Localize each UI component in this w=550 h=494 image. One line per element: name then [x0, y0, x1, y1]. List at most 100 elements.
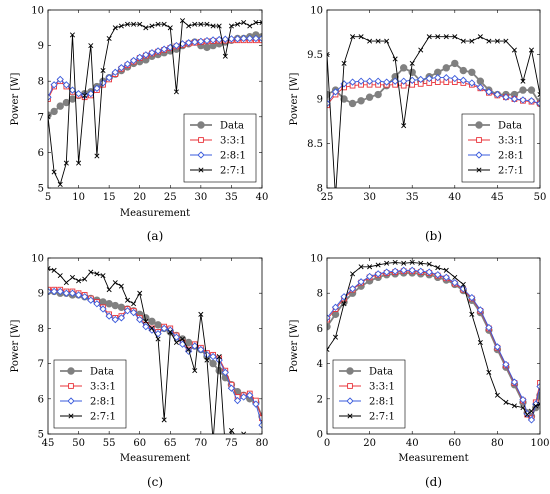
- data-point: [148, 326, 156, 334]
- data-point: [357, 77, 365, 85]
- legend-label: 2:7:1: [498, 166, 524, 177]
- data-point: [48, 266, 51, 272]
- x-tick-label: 10: [72, 192, 85, 203]
- data-point: [111, 315, 119, 324]
- data-point: [179, 18, 186, 24]
- y-tick-label: 6: [317, 324, 323, 335]
- data-point: [51, 267, 57, 273]
- data-point: [123, 60, 132, 68]
- data-point: [111, 301, 119, 310]
- data-point: [48, 93, 52, 101]
- data-point: [401, 260, 407, 266]
- data-point: [443, 34, 449, 40]
- data-point: [184, 338, 193, 347]
- data-point: [56, 287, 64, 296]
- data-point: [425, 74, 433, 83]
- y-tick-label: 10: [310, 6, 323, 17]
- data-point: [519, 96, 527, 104]
- data-point: [331, 88, 340, 96]
- data-point: [235, 21, 241, 27]
- data-point: [341, 60, 347, 66]
- data-point: [209, 352, 217, 361]
- data-point: [57, 273, 63, 279]
- data-point: [434, 74, 442, 82]
- data-point: [469, 311, 475, 317]
- data-point: [100, 273, 106, 279]
- y-tick-label: 7: [38, 112, 44, 123]
- legend-label: 3:3:1: [369, 382, 395, 393]
- data-point: [399, 64, 408, 72]
- data-point: [374, 90, 382, 99]
- y-axis-label: Power [W]: [289, 72, 300, 125]
- y-tick-label: 10: [31, 254, 44, 265]
- y-tick-label: 10: [310, 254, 323, 265]
- plot-frame: [47, 9, 263, 189]
- series-line-data: [48, 33, 262, 116]
- legend-label: Data: [498, 121, 522, 132]
- data-point: [327, 99, 331, 108]
- data-point: [160, 324, 168, 333]
- x-tick-label: 45: [491, 192, 504, 203]
- y-tick-label: 10: [31, 6, 44, 17]
- y-tick-label: 9: [38, 289, 44, 300]
- legend-marker: [198, 137, 204, 143]
- panel-label: (a): [147, 229, 164, 243]
- data-point: [216, 354, 222, 360]
- y-tick-label: 2: [317, 394, 323, 405]
- data-point: [520, 78, 526, 84]
- data-point: [209, 359, 217, 368]
- data-point: [327, 347, 330, 353]
- data-point: [88, 43, 94, 49]
- data-point: [99, 305, 107, 313]
- data-point: [100, 68, 106, 74]
- data-point: [451, 74, 459, 83]
- x-axis-label: Measurement: [398, 453, 468, 464]
- legend: Data 3:3:1 2:8:1 2:7:1: [461, 113, 535, 183]
- data-point: [117, 64, 126, 72]
- data-point: [56, 102, 64, 110]
- data-point: [154, 321, 162, 329]
- data-point: [118, 23, 124, 29]
- x-tick-label: 35: [406, 192, 419, 203]
- data-point: [477, 339, 483, 345]
- data-point: [241, 19, 247, 25]
- data-point: [358, 34, 364, 40]
- y-tick-label: 9.5: [307, 50, 323, 61]
- data-point: [99, 79, 107, 87]
- data-point: [524, 412, 530, 418]
- data-point: [442, 273, 450, 281]
- legend: Data 3:3:1 2:8:1 2:7:1: [183, 113, 257, 183]
- legend-label: 2:8:1: [369, 397, 395, 408]
- data-point: [76, 278, 82, 284]
- legend-label: 3:3:1: [220, 136, 246, 147]
- y-tick-label: 7: [38, 359, 44, 370]
- data-point: [528, 47, 534, 53]
- y-tick-label: 8: [38, 324, 44, 335]
- data-point: [118, 283, 124, 289]
- data-point: [502, 360, 510, 369]
- data-point: [365, 93, 374, 101]
- data-point: [391, 267, 399, 275]
- data-point: [167, 25, 173, 31]
- data-point: [68, 289, 77, 297]
- data-point: [248, 439, 252, 443]
- data-point: [62, 98, 71, 107]
- data-point: [124, 297, 131, 303]
- legend: Data 3:3:1 2:8:1 2:7:1: [332, 359, 406, 429]
- data-point: [350, 34, 356, 40]
- y-axis-label: Power [W]: [10, 72, 21, 125]
- data-point: [191, 38, 199, 46]
- data-point: [68, 86, 77, 94]
- data-point: [117, 314, 126, 322]
- data-point: [203, 43, 211, 52]
- legend-marker: [198, 167, 204, 173]
- legend-label: 2:8:1: [498, 151, 524, 162]
- data-point: [493, 343, 502, 351]
- data-point: [519, 396, 527, 404]
- data-point: [434, 271, 442, 279]
- data-point: [105, 74, 113, 82]
- data-point: [184, 347, 193, 355]
- data-point: [252, 400, 260, 408]
- data-point: [418, 260, 424, 266]
